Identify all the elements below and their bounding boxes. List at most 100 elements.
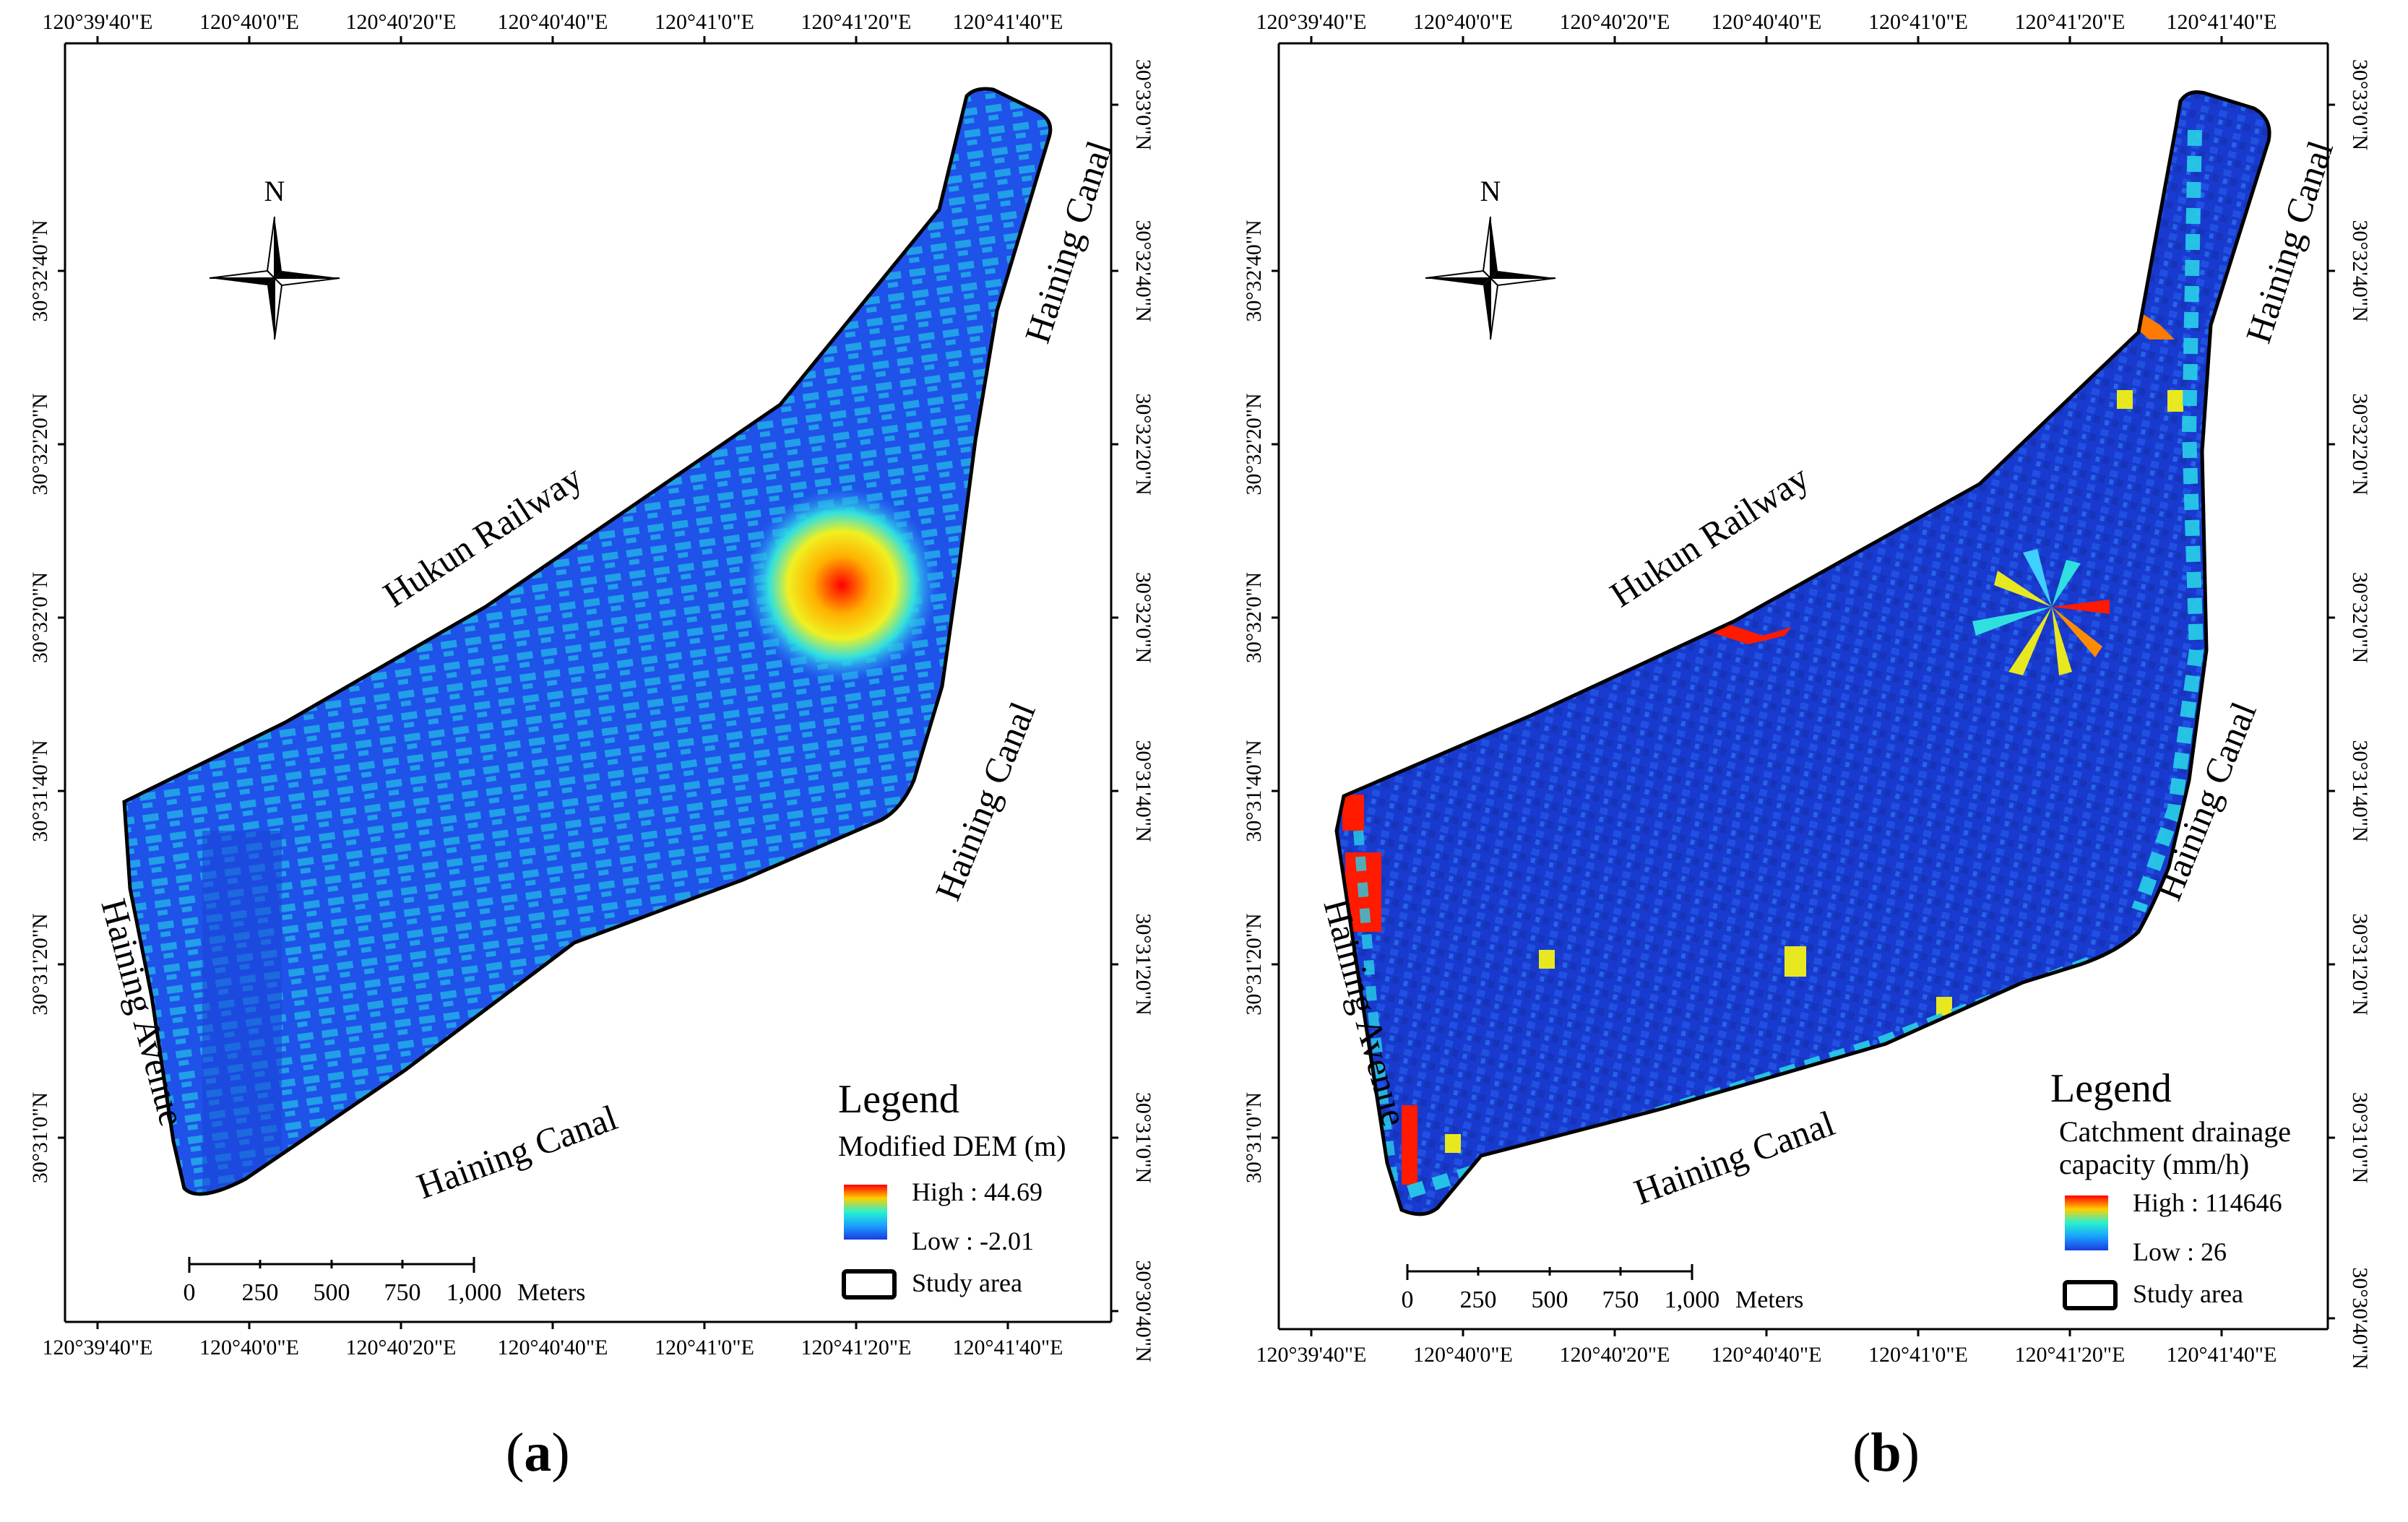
scale-tick: 1,000: [1665, 1287, 1720, 1313]
latitude-label: 30°32'40"N: [1242, 220, 1266, 321]
scale-tick: 750: [384, 1279, 421, 1306]
legend-study-area-swatch: [842, 1269, 897, 1300]
longitude-label: 120°41'20"E: [2015, 1343, 2126, 1367]
latitude-label: 30°31'40"N: [28, 740, 52, 842]
scale-tick: 500: [314, 1279, 350, 1306]
legend-subtitle: Catchment drainage: [2059, 1115, 2291, 1148]
legend-low: Low : -2.01: [912, 1227, 1034, 1255]
longitude-label: 120°41'0"E: [1868, 10, 1968, 34]
latitude-label: 30°31'0"N: [2348, 1092, 2372, 1183]
hotspot: [1539, 950, 1555, 969]
north-label: N: [264, 175, 285, 207]
hotspot: [1936, 997, 1952, 1016]
longitude-label: 120°39'40"E: [1256, 10, 1367, 34]
legend-study-area-swatch: [2063, 1280, 2118, 1310]
hotspot: [2167, 390, 2183, 412]
latitude-label: 30°33'0"N: [1131, 59, 1155, 150]
longitude-label: 120°41'0"E: [655, 10, 754, 34]
top-longitude-labels: 120°39'40"E 120°40'0"E 120°40'20"E 120°40'4…: [1256, 10, 2277, 43]
north-arrow-icon: [1425, 216, 1556, 340]
canal-s-label: Haining Canal: [1629, 1102, 1840, 1212]
left-latitude-labels: 30°32'40"N 30°32'20"N 30°32'0"N 30°31'40"N 3…: [28, 220, 65, 1183]
longitude-label: 120°40'40"E: [498, 10, 608, 34]
longitude-label: 120°40'40"E: [498, 1336, 608, 1359]
canal-e-label: Haining Canal: [927, 696, 1043, 906]
longitude-label: 120°40'40"E: [1712, 1343, 1822, 1367]
latitude-label: 30°32'0"N: [1242, 572, 1266, 663]
longitude-label: 120°40'0"E: [199, 1336, 299, 1359]
study-area-boundary: [1334, 90, 2271, 1216]
right-latitude-labels: 30°33'0"N 30°32'40"N 30°32'20"N 30°32'0"N 30…: [1111, 59, 1155, 1362]
longitude-label: 120°41'40"E: [953, 10, 1063, 34]
latitude-label: 30°31'20"N: [1131, 913, 1155, 1015]
legend-low: Low : 26: [2133, 1237, 2227, 1266]
scale-tick: 500: [1532, 1287, 1568, 1313]
legend-study-area: Study area: [912, 1268, 1022, 1297]
panel-letter: a: [524, 1422, 552, 1483]
latitude-label: 30°31'0"N: [28, 1092, 52, 1183]
legend-title: Legend: [2050, 1066, 2172, 1111]
latitude-label: 30°32'40"N: [2348, 220, 2372, 321]
legend-title: Legend: [838, 1077, 959, 1122]
bottom-longitude-labels: 120°39'40"E 120°40'0"E 120°40'20"E 120°40'4…: [43, 1322, 1063, 1359]
latitude-label: 30°31'20"N: [2348, 913, 2372, 1015]
bottom-longitude-labels: 120°39'40"E 120°40'0"E 120°40'20"E 120°40'4…: [1256, 1329, 2277, 1367]
latitude-label: 30°32'0"N: [1131, 572, 1155, 663]
scale-tick: 750: [1602, 1287, 1639, 1313]
legend-high: High : 114646: [2133, 1188, 2282, 1217]
longitude-label: 120°40'0"E: [1413, 1343, 1513, 1367]
latitude-label: 30°31'20"N: [1242, 913, 1266, 1015]
longitude-label: 120°40'20"E: [346, 10, 457, 34]
longitude-label: 120°41'0"E: [655, 1336, 754, 1359]
latitude-label: 30°32'20"N: [28, 393, 52, 495]
latitude-label: 30°32'20"N: [1242, 393, 1266, 495]
left-latitude-labels: 30°32'40"N 30°32'20"N 30°32'0"N 30°31'40"N 3…: [1242, 220, 1279, 1183]
longitude-label: 120°39'40"E: [43, 10, 153, 34]
panel-a: N Hukun Railway Haining Canal Haining Ca…: [28, 10, 1155, 1362]
longitude-label: 120°41'20"E: [2015, 10, 2126, 34]
longitude-label: 120°40'20"E: [346, 1336, 457, 1359]
hotspot: [1402, 1105, 1417, 1185]
latitude-label: 30°30'40"N: [1131, 1260, 1155, 1362]
legend-color-ramp: [844, 1185, 887, 1240]
longitude-label: 120°40'20"E: [1560, 1343, 1670, 1367]
hotspot: [1445, 1134, 1461, 1153]
longitude-label: 120°39'40"E: [43, 1336, 153, 1359]
latitude-label: 30°32'0"N: [28, 572, 52, 663]
latitude-label: 30°31'40"N: [1242, 740, 1266, 842]
scale-tick: 1,000: [446, 1279, 502, 1306]
hotspot: [2117, 390, 2133, 409]
scale-tick: 250: [1460, 1287, 1497, 1313]
panel-label-b: (b): [1852, 1422, 1920, 1483]
longitude-label: 120°41'0"E: [1868, 1343, 1968, 1367]
panel-b: N Hukun Railway Haining Canal Haining Ca…: [1242, 10, 2372, 1370]
canal-s-label: Haining Canal: [412, 1097, 623, 1206]
latitude-label: 30°31'40"N: [2348, 740, 2372, 842]
legend-subtitle: Modified DEM (m): [838, 1130, 1066, 1162]
longitude-label: 120°39'40"E: [1256, 1343, 1367, 1367]
longitude-label: 120°40'0"E: [1413, 10, 1513, 34]
scale-unit: Meters: [517, 1279, 585, 1306]
dem-raster: [124, 89, 1050, 1195]
scale-tick: 250: [242, 1279, 279, 1306]
right-latitude-labels: 30°33'0"N 30°32'40"N 30°32'20"N 30°32'0"N 30…: [2328, 59, 2372, 1370]
scale-bar: [188, 1257, 475, 1273]
scale-tick-labels: 0 250 500 750 1,000 Meters: [184, 1279, 586, 1306]
latitude-label: 30°31'40"N: [1131, 740, 1155, 842]
latitude-label: 30°31'20"N: [28, 913, 52, 1015]
scale-bar: [1406, 1264, 1693, 1280]
study-area-boundary: [122, 87, 1053, 1196]
dem-hill-peak: [744, 488, 939, 683]
latitude-label: 30°32'40"N: [28, 220, 52, 321]
longitude-label: 120°40'0"E: [199, 10, 299, 34]
catchment-star-pattern: [1972, 549, 2110, 675]
scale-unit: Meters: [1735, 1287, 1803, 1313]
scale-tick: 0: [1402, 1287, 1414, 1313]
legend-subtitle-2: capacity (mm/h): [2059, 1148, 2249, 1180]
longitude-label: 120°40'40"E: [1712, 10, 1822, 34]
latitude-label: 30°32'20"N: [2348, 393, 2372, 495]
panel-letter: b: [1870, 1422, 1902, 1483]
latitude-label: 30°31'0"N: [1242, 1092, 1266, 1183]
latitude-label: 30°32'0"N: [2348, 572, 2372, 663]
